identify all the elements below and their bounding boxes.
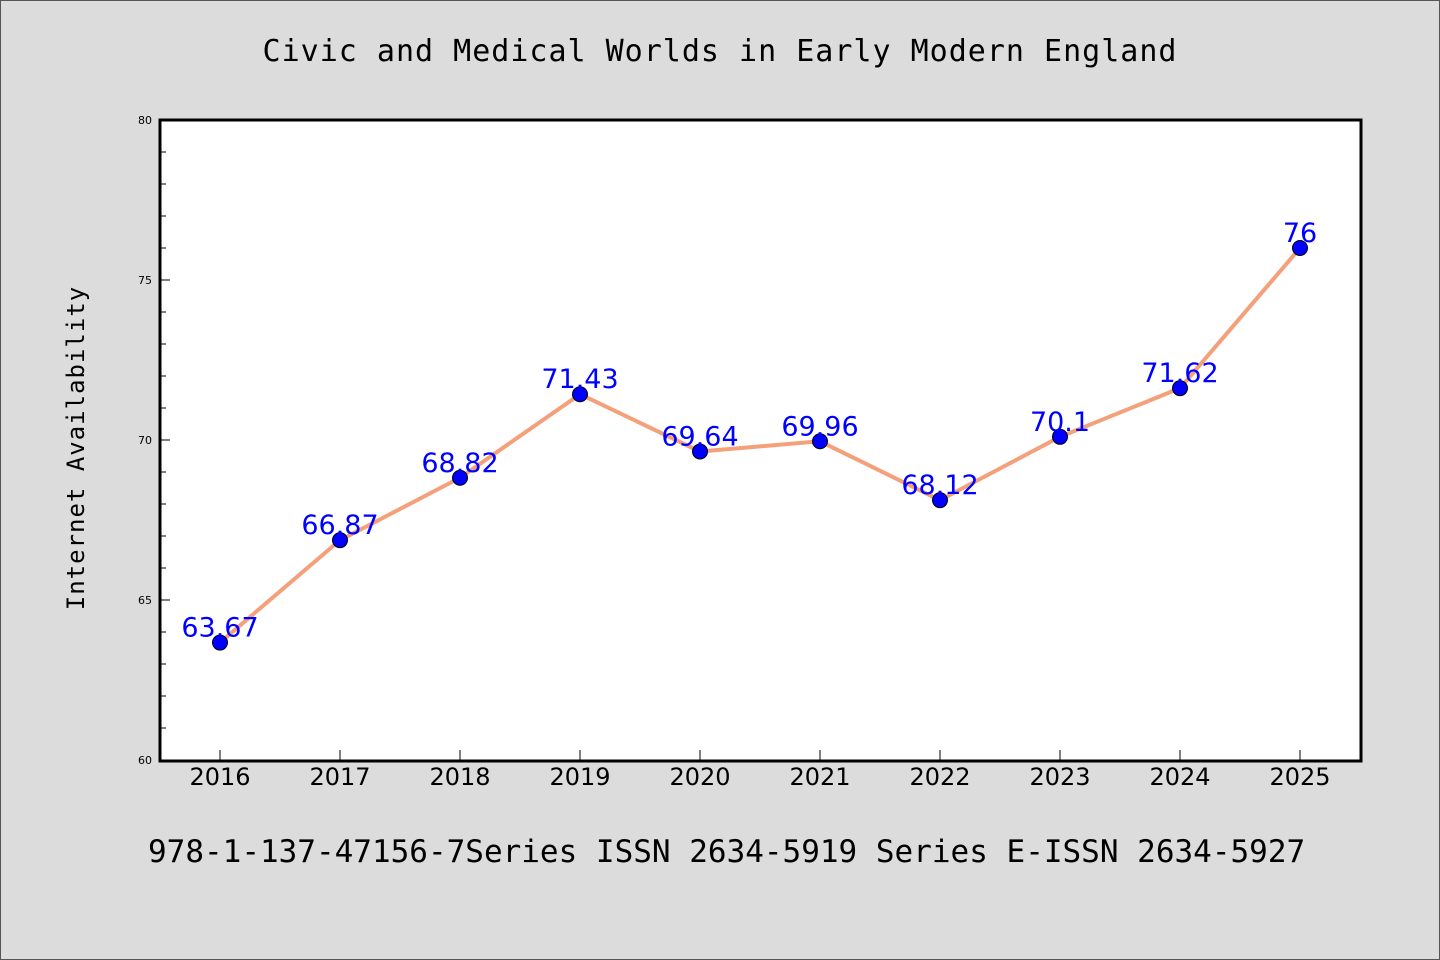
chart-title: Civic and Medical Worlds in Early Modern…	[262, 34, 1178, 69]
x-tick-label: 2023	[1029, 763, 1090, 791]
data-point	[812, 433, 828, 450]
data-point	[572, 386, 588, 403]
x-tick-label: 2016	[189, 763, 250, 791]
series-layer: 63.67 66.87 68.82 71.43 69.64 69.96 68.12 70.1 7…	[181, 218, 1317, 651]
data-point	[692, 443, 708, 460]
data-point	[1172, 380, 1188, 397]
data-label: 68.82	[421, 448, 498, 479]
data-label: 68.12	[901, 470, 978, 501]
x-tick-label: 2019	[549, 763, 610, 791]
data-label: 71.62	[1141, 358, 1218, 389]
x-axis: 2016 2017 2018 2019 2020 2021 2022 2023 2024 2025	[189, 750, 1331, 791]
y-axis: 60 65 70 75 80	[138, 114, 170, 767]
data-point	[1052, 428, 1068, 445]
x-tick-label: 2017	[309, 763, 370, 791]
data-label: 69.96	[781, 411, 858, 442]
data-label: 66.87	[301, 510, 378, 541]
x-tick-label: 2018	[429, 763, 490, 791]
data-point	[332, 532, 348, 549]
data-label: 63.67	[181, 613, 258, 644]
footer-isbn-issn: 978-1-137-47156-7Series ISSN 2634-5919 S…	[148, 834, 1306, 870]
x-tick-label: 2022	[909, 763, 970, 791]
x-tick-label: 2025	[1269, 763, 1330, 791]
data-label: 71.43	[541, 364, 618, 395]
plot-area	[158, 118, 1363, 763]
y-tick-label: 70	[138, 434, 152, 447]
data-label: 76	[1283, 218, 1317, 249]
data-point	[932, 492, 948, 509]
data-label: 69.64	[661, 422, 738, 453]
data-point	[212, 634, 228, 651]
x-tick-label: 2021	[789, 763, 850, 791]
y-tick-label: 65	[138, 594, 152, 607]
x-tick-label: 2024	[1149, 763, 1210, 791]
series-line	[218, 246, 1302, 645]
x-tick-label: 2020	[669, 763, 730, 791]
data-point	[452, 469, 468, 486]
y-tick-label: 80	[138, 114, 152, 127]
y-tick-label: 60	[138, 754, 152, 767]
data-label: 70.1	[1030, 407, 1090, 438]
y-tick-label: 75	[138, 274, 152, 287]
data-point	[1292, 240, 1308, 256]
